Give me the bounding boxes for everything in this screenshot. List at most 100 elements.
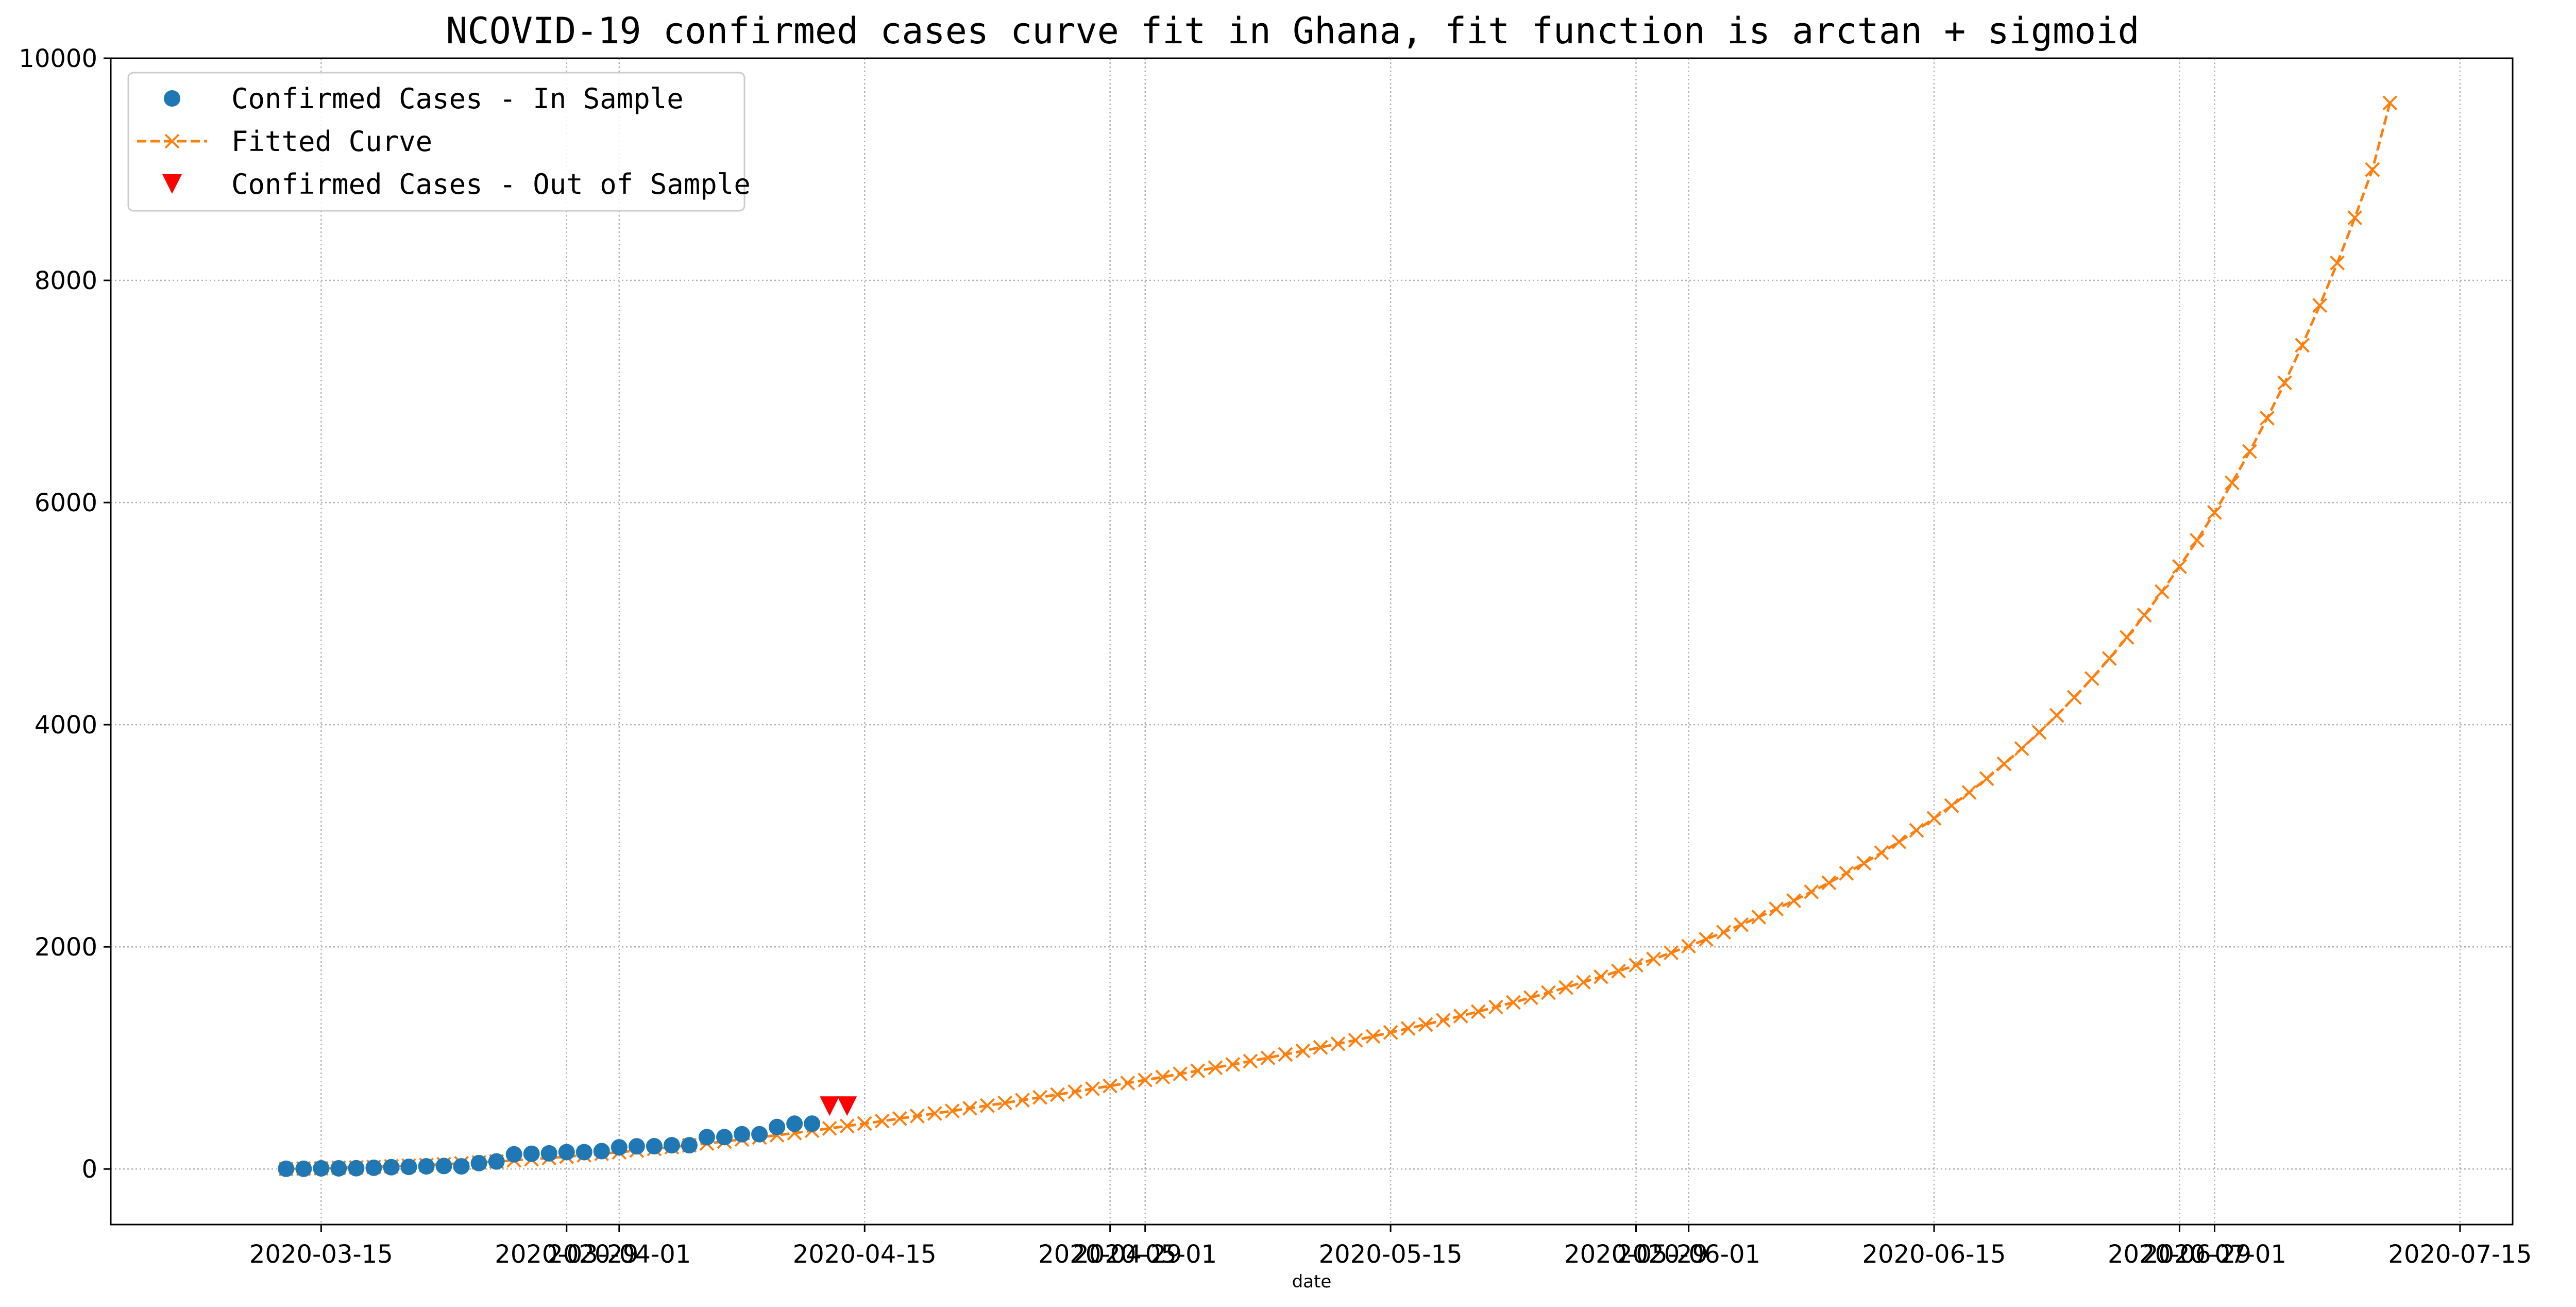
- in-sample-point: [804, 1115, 821, 1132]
- in-sample-point: [628, 1138, 645, 1155]
- fitted-curve-marker: [892, 1111, 907, 1126]
- in-sample-point: [769, 1118, 786, 1135]
- fitted-curve-marker: [1821, 875, 1837, 891]
- fitted-curve-marker: [1103, 1078, 1118, 1094]
- fitted-curve-marker: [857, 1116, 872, 1131]
- fitted-curve-marker: [2382, 95, 2398, 111]
- legend-in-sample-marker: [164, 90, 180, 107]
- fitted-curve-marker: [2066, 690, 2082, 705]
- fitted-curve-marker: [2049, 708, 2064, 723]
- fitted-curve-marker: [962, 1100, 977, 1116]
- in-sample-point: [540, 1145, 557, 1162]
- fitted-curve-marker: [1505, 995, 1521, 1010]
- fitted-curve-marker: [2084, 671, 2099, 686]
- fitted-curve-marker: [1681, 939, 1697, 954]
- chart-title: NCOVID-19 confirmed cases curve fit in G…: [446, 10, 2139, 52]
- fitted-curve-marker: [1173, 1066, 1188, 1082]
- y-tick-label: 6000: [35, 489, 97, 517]
- fitted-curve-marker: [1699, 932, 1714, 947]
- in-sample-point: [734, 1126, 751, 1143]
- in-sample-point: [558, 1144, 575, 1161]
- fitted-curve-marker: [2031, 725, 2047, 740]
- out-of-sample-point: [820, 1096, 840, 1116]
- x-tick-label: 2020-03-29: [495, 1240, 638, 1269]
- fitted-curve-marker: [1611, 963, 1626, 979]
- x-tick-label: 2020-05-15: [1319, 1240, 1463, 1269]
- fitted-curve-marker: [1208, 1060, 1223, 1076]
- in-sample-point: [435, 1158, 452, 1175]
- legend-box: [127, 72, 745, 212]
- fitted-curve-marker: [1330, 1036, 1346, 1051]
- in-sample-point: [611, 1139, 628, 1156]
- in-sample-point: [400, 1159, 417, 1176]
- fitted-curve-marker: [2330, 255, 2345, 271]
- fitted-curve-marker: [944, 1103, 960, 1118]
- fitted-curve-marker: [2137, 608, 2152, 623]
- in-sample-point: [716, 1129, 733, 1146]
- fitted-curve-marker: [1961, 785, 1977, 800]
- fitted-curve-marker: [1085, 1081, 1100, 1097]
- x-tick-label: 2020-06-29: [2108, 1240, 2251, 1269]
- x-tick-label: 2020-05-01: [1073, 1240, 1217, 1269]
- legend-label: Confirmed Cases - In Sample: [231, 82, 684, 115]
- fitted-curve-marker: [1856, 856, 1872, 871]
- fitted-curve-marker: [1786, 893, 1802, 908]
- fitted-curve-marker: [1874, 845, 1889, 861]
- fitted-curve-marker: [1453, 1009, 1468, 1024]
- fitted-curve-marker: [2207, 505, 2222, 520]
- fitted-curve-marker: [1996, 756, 2012, 772]
- fitted-curve-marker: [1734, 917, 1749, 932]
- fitted-curve-marker: [1751, 910, 1767, 925]
- fitted-curve-marker: [1629, 958, 1643, 973]
- fitted-curve-marker: [909, 1109, 925, 1124]
- x-tick-label: 2020-06-01: [1617, 1240, 1760, 1269]
- series-layer: [278, 95, 2398, 1177]
- in-sample-point: [313, 1160, 330, 1177]
- fitted-curve-marker: [2014, 741, 2029, 756]
- fitted-curve-marker: [1523, 990, 1538, 1006]
- legend-out-of-sample-marker: [162, 174, 182, 194]
- fitted-curve-marker: [1067, 1084, 1083, 1099]
- in-sample-point: [663, 1137, 680, 1154]
- fitted-curve-marker: [2295, 338, 2310, 353]
- legend-label: Confirmed Cases - Out of Sample: [231, 168, 751, 200]
- in-sample-point: [751, 1126, 768, 1143]
- fitted-curve-marker: [2102, 651, 2117, 666]
- fitted-curve-marker: [822, 1120, 837, 1136]
- fitted-curve-marker: [1138, 1073, 1153, 1088]
- in-sample-point: [593, 1143, 610, 1160]
- fitted-curve-marker: [1383, 1025, 1398, 1040]
- in-sample-point: [575, 1144, 592, 1161]
- fitted-curve-marker: [874, 1113, 890, 1129]
- fitted-curve-marker: [1313, 1040, 1328, 1055]
- x-tick-label: 2020-06-15: [1862, 1240, 2006, 1269]
- out-of-sample-point: [837, 1096, 857, 1116]
- fitted-curve-marker: [1278, 1047, 1293, 1062]
- in-sample-point: [348, 1160, 365, 1177]
- fitted-curve-marker: [1050, 1087, 1065, 1102]
- fitted-curve-marker: [1646, 951, 1661, 967]
- fitted-curve-marker: [2312, 298, 2328, 313]
- fitted-curve-marker: [1260, 1050, 1276, 1065]
- legend-fitted-marker: [164, 133, 180, 149]
- fitted-curve-marker: [1839, 865, 1854, 881]
- fitted-curve-marker: [1120, 1076, 1136, 1091]
- y-tick-label: 10000: [19, 44, 97, 73]
- fitted-curve-marker: [2225, 475, 2240, 491]
- in-sample-point: [330, 1160, 347, 1177]
- fitted-curve-marker: [1032, 1090, 1047, 1105]
- in-sample-point: [681, 1137, 698, 1154]
- in-sample-point: [365, 1159, 382, 1176]
- fitted-curve-marker: [1909, 823, 1924, 838]
- in-sample-point: [383, 1159, 400, 1176]
- fitted-curve-marker: [2277, 375, 2293, 391]
- fitted-curve-marker: [1418, 1017, 1433, 1032]
- y-tick-label: 2000: [35, 933, 97, 962]
- fitted-curve-marker: [1225, 1057, 1241, 1072]
- x-tick-label: 2020-05-29: [1564, 1240, 1708, 1269]
- fitted-curve-marker: [2155, 584, 2170, 599]
- fitted-curve-marker: [1488, 999, 1503, 1015]
